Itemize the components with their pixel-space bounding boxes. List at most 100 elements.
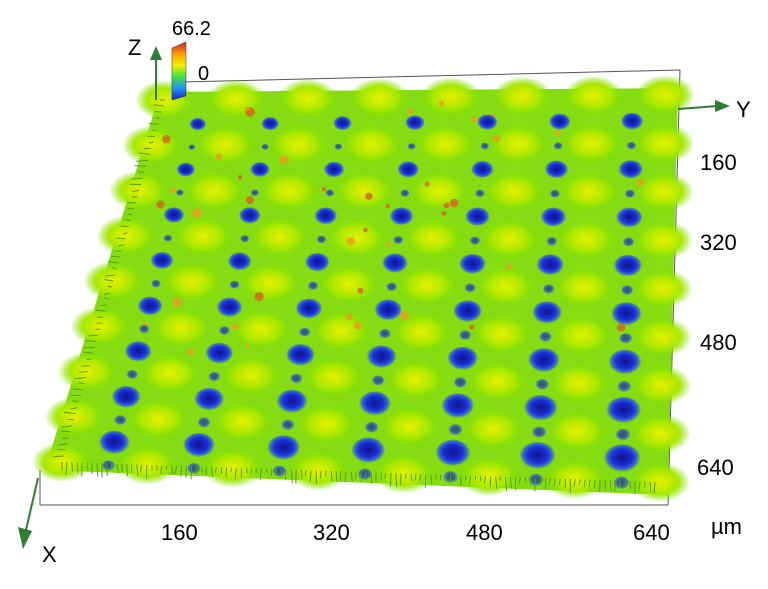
surface-bump bbox=[70, 306, 131, 347]
surface-spike bbox=[544, 478, 547, 490]
surface-spike bbox=[505, 476, 508, 491]
surface-well bbox=[540, 207, 567, 229]
surface-peak bbox=[357, 287, 364, 294]
surface-well-minor bbox=[186, 462, 201, 475]
surface-well bbox=[205, 342, 234, 366]
surface-spike bbox=[56, 448, 66, 451]
surface-well-minor bbox=[393, 235, 404, 245]
surface-spike bbox=[180, 465, 183, 477]
surface-spike bbox=[468, 475, 472, 485]
surface-well bbox=[304, 252, 330, 273]
x-axis: X bbox=[18, 477, 57, 567]
surface-spike bbox=[96, 463, 99, 477]
surface-spike bbox=[344, 471, 347, 483]
surface-peak bbox=[438, 100, 445, 107]
surface-bump bbox=[334, 171, 395, 212]
surface-well bbox=[366, 345, 397, 370]
z-axis-label: Z bbox=[128, 35, 141, 60]
surface-well-minor bbox=[448, 424, 463, 437]
surface-well-minor bbox=[626, 141, 637, 151]
surface-well bbox=[608, 349, 642, 376]
surface-well bbox=[404, 115, 425, 132]
surface-well-minor bbox=[480, 142, 490, 151]
surface-spike bbox=[414, 473, 417, 481]
surface-bump bbox=[633, 220, 694, 261]
surface-spike bbox=[234, 467, 237, 480]
surface-spike bbox=[107, 261, 119, 264]
surface-bump bbox=[546, 411, 607, 452]
surface-well-minor bbox=[407, 143, 416, 151]
surface-bump bbox=[184, 170, 245, 211]
surface-well bbox=[332, 116, 353, 132]
surface-bump bbox=[483, 171, 544, 212]
surface-spike bbox=[78, 382, 85, 385]
surface-well bbox=[618, 160, 644, 180]
surface-spike bbox=[553, 478, 556, 486]
surface-bump bbox=[341, 124, 402, 165]
surface-well-minor bbox=[126, 369, 139, 380]
surface-spike bbox=[548, 478, 551, 485]
surface-bump bbox=[277, 78, 338, 119]
surface-peak bbox=[345, 313, 353, 321]
surface-spike bbox=[214, 467, 217, 473]
surface-spike bbox=[126, 464, 129, 477]
surface-spike bbox=[609, 480, 612, 492]
surface-spike bbox=[83, 351, 93, 354]
surface-spike bbox=[79, 371, 88, 373]
surface-spike bbox=[84, 340, 97, 342]
surface-bump bbox=[632, 268, 693, 309]
surface-well-minor bbox=[175, 189, 184, 197]
surface-spike bbox=[153, 104, 164, 107]
x-tick-label: 320 bbox=[313, 520, 350, 545]
surface-well-minor bbox=[371, 375, 385, 387]
surface-bump bbox=[240, 263, 301, 304]
surface-well-minor bbox=[453, 377, 468, 389]
surface-peak bbox=[449, 198, 459, 208]
surface-well-minor bbox=[325, 189, 335, 198]
surface-spike bbox=[410, 473, 413, 482]
surface-bump bbox=[385, 359, 446, 400]
surface-bump bbox=[206, 79, 267, 120]
surface-features bbox=[32, 75, 695, 502]
surface-spike bbox=[284, 469, 287, 480]
surface-spike bbox=[211, 466, 214, 477]
surface-bump bbox=[488, 123, 549, 164]
y-axis: Y bbox=[677, 97, 751, 122]
surface-spike bbox=[583, 479, 586, 487]
surface-spike bbox=[134, 165, 147, 167]
surface-well-minor bbox=[261, 143, 269, 151]
surface-spike bbox=[649, 481, 652, 493]
surface-spike bbox=[174, 465, 178, 474]
surface-spike bbox=[593, 479, 596, 489]
surface-spike bbox=[139, 152, 150, 155]
surface-peak bbox=[245, 196, 255, 205]
surface-spike bbox=[160, 465, 163, 475]
surface-bump bbox=[373, 453, 434, 494]
surface-well-minor bbox=[289, 373, 303, 385]
surface-peak bbox=[386, 242, 391, 247]
surface-well bbox=[249, 162, 271, 179]
surface-bump bbox=[128, 399, 189, 440]
colorbar-min-label: 0 bbox=[198, 63, 209, 85]
surface-bump bbox=[408, 171, 469, 212]
surface-spike bbox=[418, 473, 422, 482]
surface-spike bbox=[156, 465, 158, 471]
surface-spike bbox=[111, 266, 118, 270]
surface-bump bbox=[295, 403, 356, 444]
surface-well-minor bbox=[113, 415, 127, 426]
surface-well-minor bbox=[535, 378, 550, 391]
surface-well-minor bbox=[464, 283, 476, 294]
surface-peak bbox=[385, 204, 390, 209]
surface-spike bbox=[304, 470, 307, 477]
surface-spike bbox=[132, 190, 140, 192]
surface-bump bbox=[139, 353, 200, 394]
surface-spike bbox=[58, 443, 68, 446]
surface-well-minor bbox=[197, 417, 211, 429]
surface-peak bbox=[493, 134, 501, 143]
surface-well-minor bbox=[385, 282, 398, 292]
surface-bump bbox=[556, 219, 617, 260]
surface-spike bbox=[81, 364, 90, 367]
surface-bump bbox=[471, 313, 532, 354]
surface-spike bbox=[136, 159, 148, 162]
surface-spike bbox=[280, 469, 283, 479]
